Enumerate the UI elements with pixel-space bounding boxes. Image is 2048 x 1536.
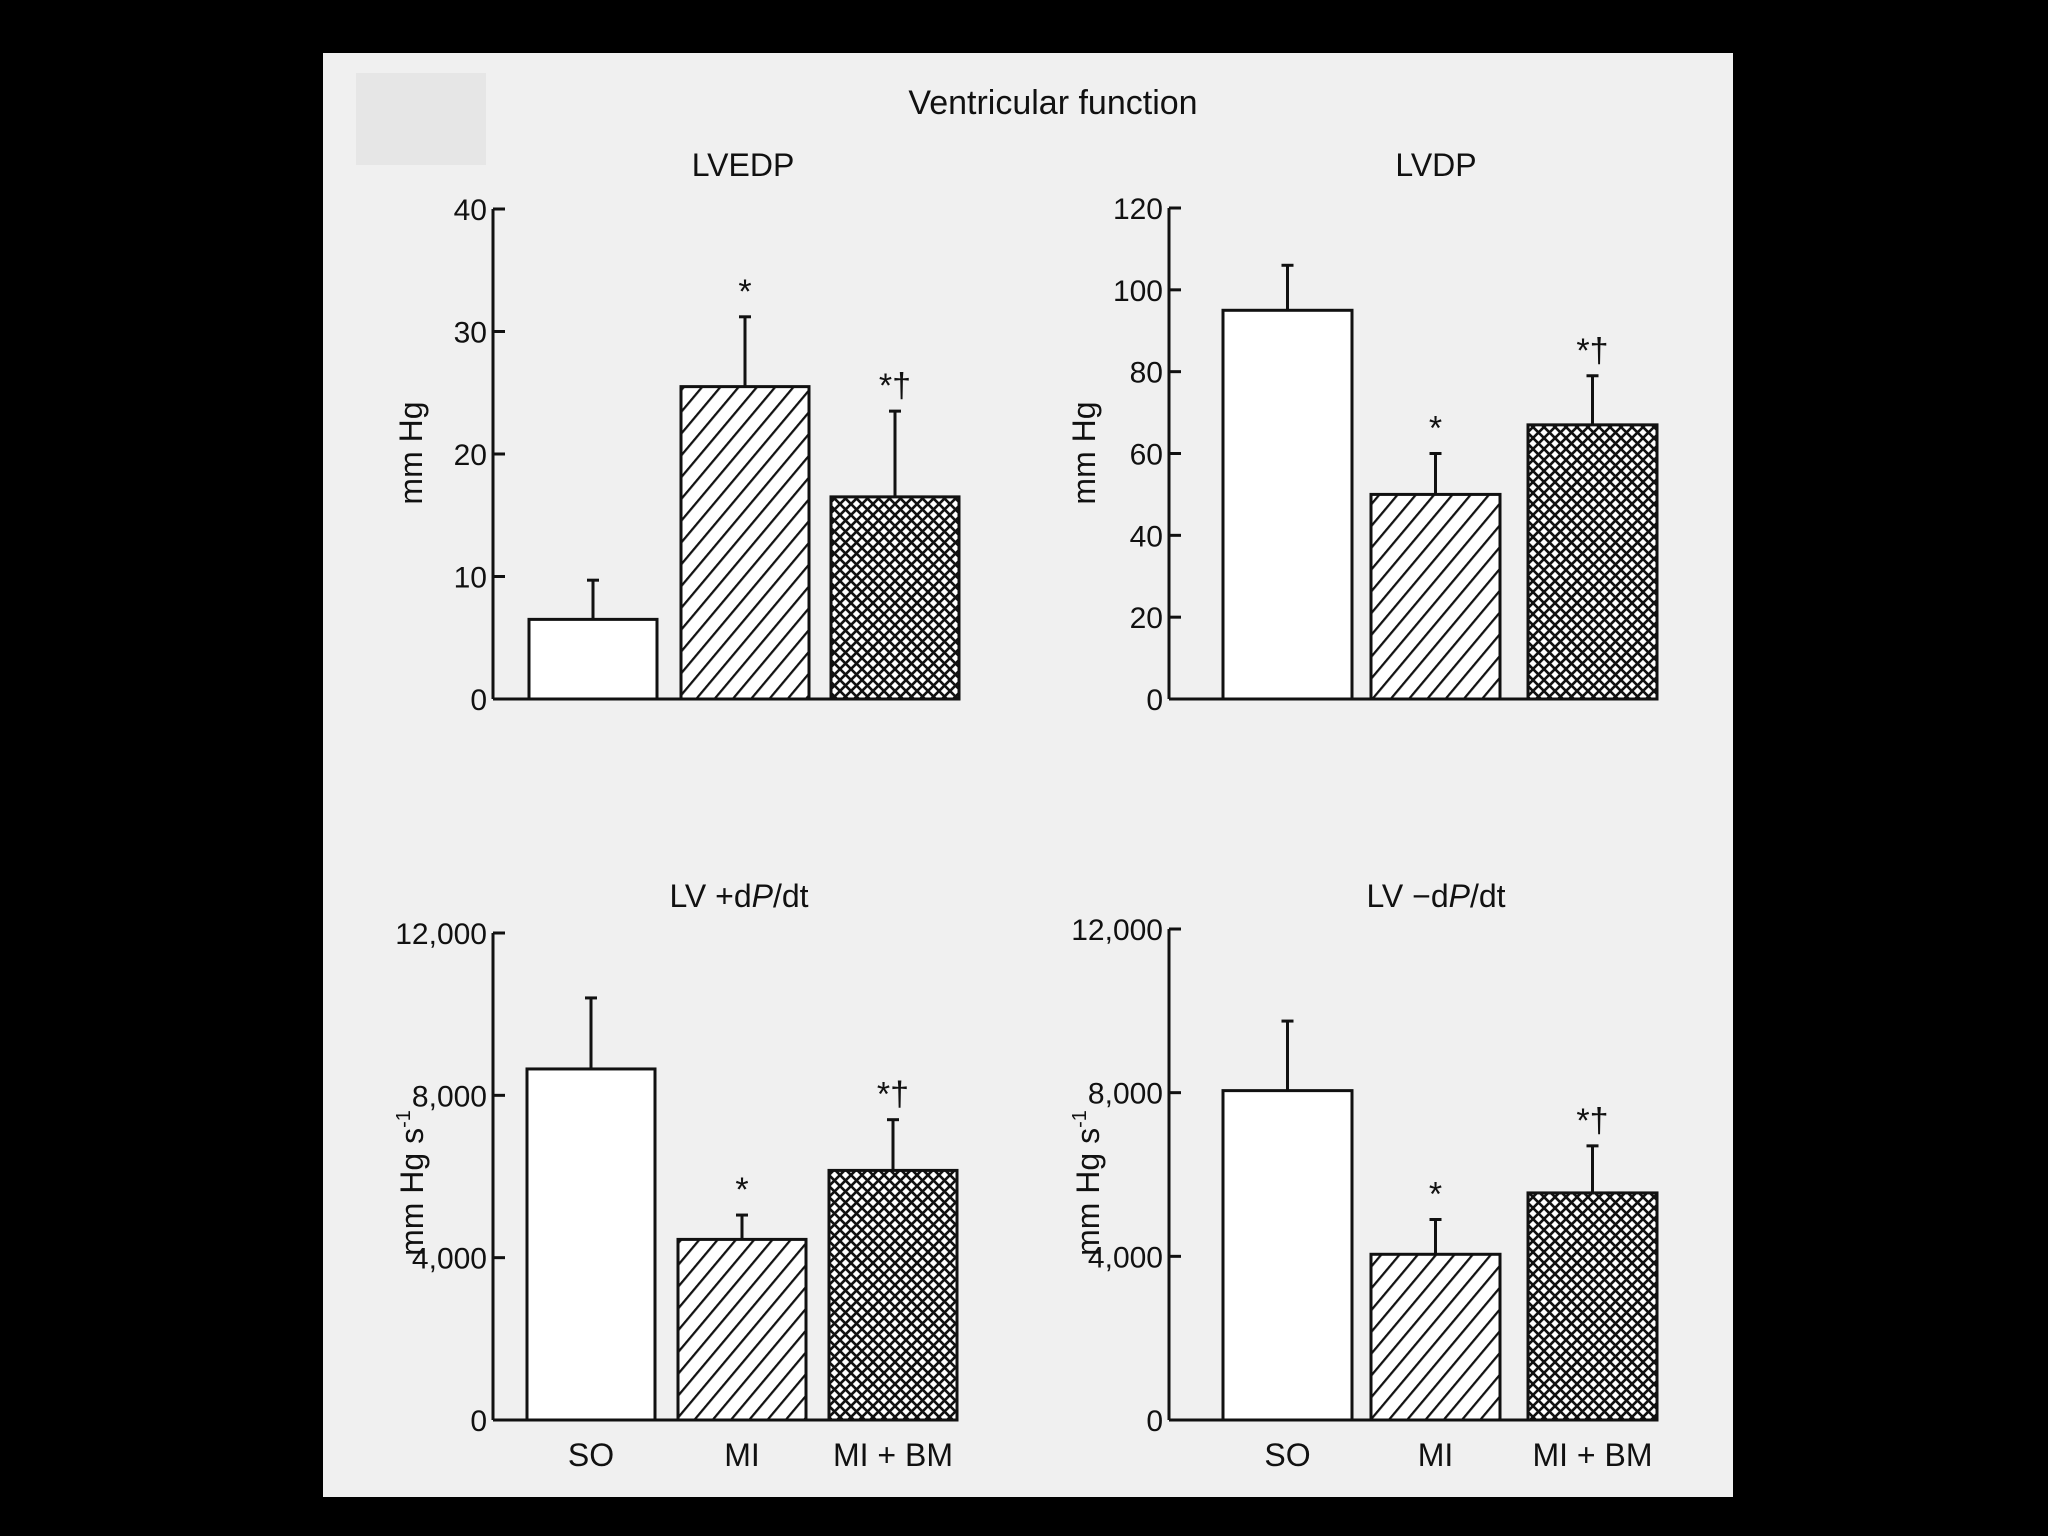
y-axis-label-text: mm Hg s xyxy=(1070,1128,1106,1256)
bar-0 xyxy=(527,617,659,701)
y-tick-label: 40 xyxy=(454,194,487,227)
y-axis-label-superscript: -1 xyxy=(1069,1110,1091,1128)
chart-title: LV +dP/dt xyxy=(669,878,808,914)
chart-title-part: P xyxy=(1449,878,1471,914)
chart-title: LVEDP xyxy=(692,147,795,183)
category-label-2: MI + BM xyxy=(1532,1437,1652,1473)
y-axis-label: mm Hg xyxy=(393,401,429,504)
y-axis-label-text: mm Hg xyxy=(1066,401,1102,504)
category-label-0: SO xyxy=(1264,1437,1310,1473)
chart-title-part: P xyxy=(752,878,774,914)
y-tick-label: 8,000 xyxy=(412,1080,487,1113)
bar-1 xyxy=(676,1237,808,1422)
y-axis-label-text: mm Hg s xyxy=(394,1128,430,1256)
y-tick-label: 120 xyxy=(1113,193,1163,226)
chart-1: LVDP mm Hg 0 20 40 60 80 100 120 * *† xyxy=(1066,147,1659,717)
significance-marker-1: * xyxy=(738,273,751,311)
y-axis-label-text: mm Hg xyxy=(393,401,429,504)
chart-title-part: LV +d xyxy=(669,878,751,914)
bar-1 xyxy=(679,385,811,701)
y-axis-label: mm Hg s-1 xyxy=(393,1110,430,1256)
y-tick-label: 0 xyxy=(1146,1405,1163,1438)
charts-container: LVEDP mm Hg 0 10 20 30 40 * *† LVDP mm Hg 0 20 40 60 80… xyxy=(393,147,1659,1473)
chart-3: LV −dP/dt mm Hg s-1 0 4,000 8,000 12,000 SO * MI… xyxy=(1069,878,1659,1473)
figure-canvas: Ventricular function LVEDP mm Hg 0 10 20 30 40… xyxy=(393,84,1659,1473)
significance-marker-2: *† xyxy=(1576,332,1608,370)
chart-2: LV +dP/dt mm Hg s-1 0 4,000 8,000 12,000 SO * MI… xyxy=(393,878,959,1473)
y-tick-label: 100 xyxy=(1113,275,1163,308)
figure-panel: Ventricular function LVEDP mm Hg 0 10 20 30 40… xyxy=(323,53,1733,1497)
bar-1 xyxy=(1369,492,1502,701)
figure-title: Ventricular function xyxy=(908,84,1197,122)
y-tick-label: 4,000 xyxy=(1088,1241,1163,1274)
y-tick-label: 30 xyxy=(454,317,487,350)
category-label-0: SO xyxy=(568,1437,614,1473)
bar-2 xyxy=(827,1168,959,1422)
significance-marker-2: *† xyxy=(1576,1102,1608,1140)
y-tick-label: 20 xyxy=(454,439,487,472)
bar-2 xyxy=(829,495,961,701)
y-tick-label: 8,000 xyxy=(1088,1078,1163,1111)
y-tick-label: 0 xyxy=(470,1405,487,1438)
bar-0 xyxy=(1221,308,1354,701)
chart-title: LV −dP/dt xyxy=(1366,878,1505,914)
bar-2 xyxy=(1526,1191,1659,1422)
chart-title-part: /dt xyxy=(1470,878,1506,914)
y-axis-label: mm Hg s-1 xyxy=(1069,1110,1106,1256)
blank-label-box xyxy=(356,73,486,165)
significance-marker-1: * xyxy=(1429,1176,1442,1214)
bar-0 xyxy=(525,1067,657,1422)
significance-marker-1: * xyxy=(1429,410,1442,448)
y-tick-label: 20 xyxy=(1130,602,1163,635)
y-axis-label: mm Hg xyxy=(1066,401,1102,504)
y-tick-label: 60 xyxy=(1130,439,1163,472)
y-tick-label: 12,000 xyxy=(1071,914,1163,947)
bar-1 xyxy=(1369,1252,1502,1422)
chart-title-part: LV −d xyxy=(1366,878,1448,914)
category-label-2: MI + BM xyxy=(833,1437,953,1473)
y-tick-label: 80 xyxy=(1130,357,1163,390)
y-tick-label: 40 xyxy=(1130,520,1163,553)
y-tick-label: 0 xyxy=(1146,684,1163,717)
y-tick-label: 12,000 xyxy=(395,918,487,951)
significance-marker-2: *† xyxy=(877,1076,909,1114)
y-tick-label: 10 xyxy=(454,562,487,595)
significance-marker-2: *† xyxy=(879,367,911,405)
y-axis-label-superscript: -1 xyxy=(393,1110,415,1128)
significance-marker-1: * xyxy=(735,1171,748,1209)
chart-0: LVEDP mm Hg 0 10 20 30 40 * *† xyxy=(393,147,961,717)
chart-title-part: /dt xyxy=(773,878,809,914)
bar-0 xyxy=(1221,1089,1354,1422)
category-label-1: MI xyxy=(724,1437,760,1473)
y-tick-label: 4,000 xyxy=(412,1243,487,1276)
y-tick-label: 0 xyxy=(470,684,487,717)
category-label-1: MI xyxy=(1418,1437,1454,1473)
chart-title: LVDP xyxy=(1395,147,1476,183)
bar-2 xyxy=(1526,423,1659,701)
